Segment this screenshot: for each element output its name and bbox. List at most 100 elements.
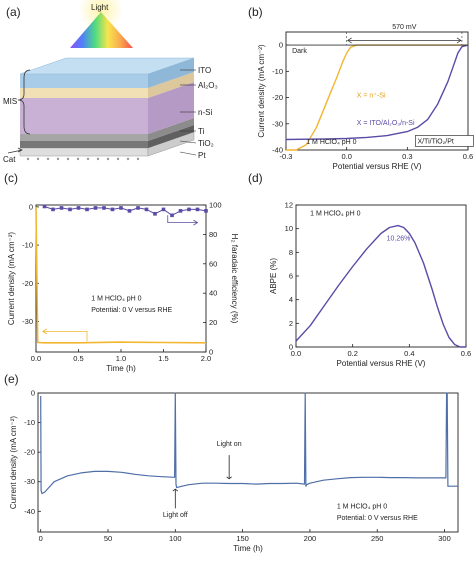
light-off-arrow-head <box>172 488 179 492</box>
x-tick-label-d: 0.6 <box>461 349 471 358</box>
x-tick-label-b: 0.0 <box>341 152 351 161</box>
ti-layer <box>20 134 148 141</box>
x-tick-label-b: -0.3 <box>280 152 293 161</box>
fe-axis-arrow-head <box>193 219 199 226</box>
y-axis-label-b: Current density (mA cm⁻²) <box>257 44 266 137</box>
y2-tick-label-c: 40 <box>209 289 217 298</box>
y-tick-label-d: 12 <box>285 201 293 210</box>
fe-marker <box>68 207 72 212</box>
fe-marker <box>51 207 55 212</box>
x-tick-label-e: 250 <box>371 534 384 543</box>
cat-label: Cat <box>3 155 16 164</box>
light-label: Light <box>91 3 109 12</box>
mis-bracket <box>17 69 31 135</box>
current-axis-arrow <box>42 330 88 342</box>
dark-label: Dark <box>292 48 307 55</box>
mis-label: MIS <box>3 97 17 106</box>
fe-marker <box>127 209 132 213</box>
fe-marker <box>42 204 47 209</box>
condition-label-b: 1 M HClO₄ pH 0 <box>306 139 356 146</box>
pt-label: Pt <box>198 151 206 160</box>
fe-marker <box>204 209 208 213</box>
fe-marker <box>85 207 89 212</box>
x-tick-label-e: 150 <box>236 534 249 543</box>
x-tick-label-e: 200 <box>304 534 317 543</box>
structure-box-label: X/Ti/TiO₂/Pt <box>417 138 453 145</box>
fe-marker <box>119 206 123 210</box>
fe-marker <box>187 207 191 212</box>
ti-label: Ti <box>198 127 205 136</box>
chart-d: 0.0 0.2 0.4 0.6 0 2 4 6 8 10 12 Potential versus RH… <box>269 201 471 369</box>
y-tick-label-b: -40 <box>272 146 283 155</box>
light-off-label: Light off <box>163 512 188 519</box>
light-on-label: Light on <box>217 441 242 448</box>
fe-axis-arrow <box>167 215 198 224</box>
series-label-ito-mis: X = ITO/Al₂O₃/n-Si <box>357 120 415 127</box>
x-tick-label-e: 300 <box>438 534 451 543</box>
y2-tick-label-c: 80 <box>209 230 217 239</box>
current-axis-arrow-head <box>42 328 48 335</box>
fe-marker <box>153 212 157 216</box>
panel-a: (a) Light <box>3 0 218 164</box>
y2-axis-label-c: H₂ faradaic efficiency (%) <box>230 234 239 324</box>
condition-label-c: 1 M HClO₄ pH 0 <box>91 295 141 302</box>
y-axis-label-d: ABPE (%) <box>269 258 278 294</box>
y-tick-label-e: -30 <box>24 477 35 486</box>
y-tick-label-e: -20 <box>24 448 35 457</box>
panel-label-b: (b) <box>248 5 263 19</box>
fe-marker <box>136 206 140 210</box>
light-on-arrow-head <box>226 476 232 480</box>
panel-label-d: (d) <box>248 171 263 185</box>
delta-arrow-head-left <box>347 37 352 44</box>
fe-marker <box>161 207 166 212</box>
condition-label-d: 1 M HClO₄ pH 0 <box>310 211 360 218</box>
fe-marker <box>76 206 81 210</box>
layer-stack <box>19 57 195 161</box>
fe-marker <box>195 207 200 212</box>
x-tick-label-b: 0.3 <box>402 152 412 161</box>
potential-label-e: Potential: 0 V versus RHE <box>337 515 418 522</box>
y-axis-label-c: Current density (mA cm⁻²) <box>7 232 16 325</box>
fe-marker <box>144 207 149 212</box>
al2o3-label: Al₂O₃ <box>198 81 218 90</box>
x-axis-label-c: Time (h) <box>106 364 136 373</box>
panel-label-a: (a) <box>6 5 21 19</box>
fe-marker <box>102 206 106 210</box>
peak-label: 10.26% <box>387 236 411 243</box>
y-tick-label-d: 8 <box>289 248 293 257</box>
fe-marker <box>93 206 98 210</box>
y-tick-label-d: 0 <box>289 343 293 352</box>
x-tick-label-e: 100 <box>169 534 182 543</box>
x-tick-label-e: 0 <box>39 534 43 543</box>
structure-box <box>415 135 474 147</box>
tio2-label: TiO₂ <box>198 139 214 148</box>
x-axis-label-e: Time (h) <box>233 544 263 553</box>
light-beam <box>70 12 133 48</box>
fe-marker <box>59 206 64 210</box>
y-tick-label-e: -40 <box>24 507 35 516</box>
x-tick-label-b: 0.6 <box>463 152 473 161</box>
x-tick-label-e: 50 <box>104 534 112 543</box>
fe-marker <box>170 213 174 218</box>
series-label-n-si: X = n⁺-Si <box>357 93 386 100</box>
x-tick-label-c: 0.0 <box>31 354 41 363</box>
y-tick-label-b: 0 <box>279 41 283 50</box>
plot-frame-e <box>37 392 459 533</box>
delta-arrow-head-right <box>456 37 462 44</box>
x-tick-label-d: 0.4 <box>404 349 414 358</box>
y-tick-label-b: -20 <box>272 93 283 102</box>
x-tick-label-c: 1.5 <box>158 354 168 363</box>
y-tick-label-e: 0 <box>31 389 35 398</box>
x-axis-label-b: Potential versus RHE (V) <box>333 162 422 171</box>
y-tick-label-b: -30 <box>272 119 283 128</box>
ito-label: ITO <box>198 66 211 75</box>
delta-label: 570 mV <box>392 24 416 31</box>
x-tick-label-c: 2.0 <box>201 354 211 363</box>
y2-tick-label-c: 100 <box>209 201 222 210</box>
chart-b: -0.3 0.0 0.3 0.6 0 -10 -20 -30 -40 Potential vers… <box>257 24 474 171</box>
y2-tick-label-c: 20 <box>209 318 217 327</box>
y-tick-label-c: -10 <box>22 241 33 250</box>
x-tick-label-c: 1.0 <box>116 354 126 363</box>
y2-tick-label-c: 60 <box>209 259 217 268</box>
